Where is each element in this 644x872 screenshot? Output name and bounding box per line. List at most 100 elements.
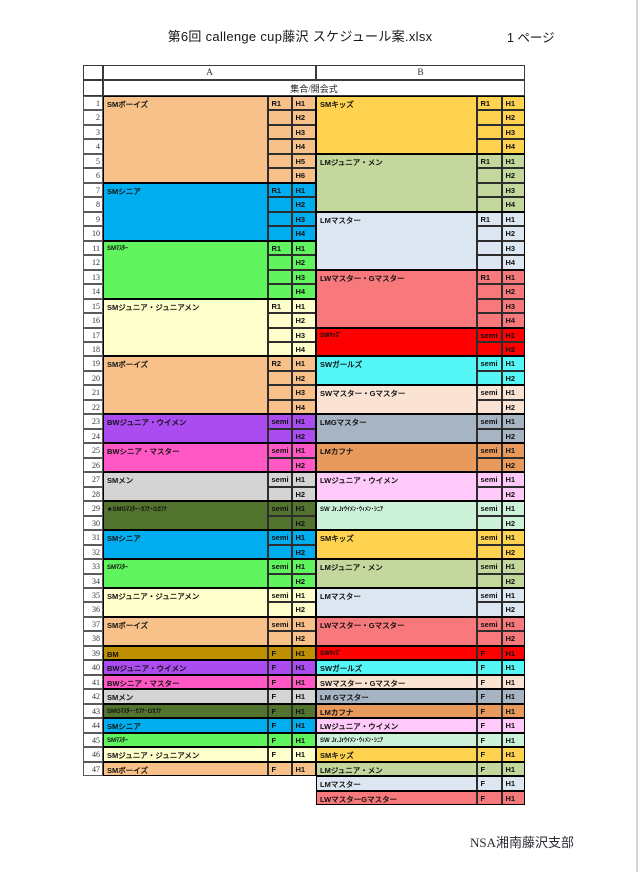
row-number-cell: 2 [83,110,103,125]
round-cell [268,457,292,473]
heat-cell: H1 [502,790,525,806]
row-number-cell: 35 [83,587,103,603]
round-cell [477,486,502,502]
row-number-cell: 12 [83,255,103,270]
heat-cell: H1 [292,660,316,675]
category-cell: SMシニア [103,530,268,560]
round-cell [268,370,292,386]
heat-cell: H2 [292,573,316,588]
category-cell: SMﾏｽﾀｰ [103,240,268,299]
heat-cell: H4 [292,226,316,241]
category-cell: LMカフナ [316,443,477,473]
round-cell: F [268,761,292,777]
round-cell [268,385,292,400]
row-number-cell: 43 [83,703,103,719]
heat-cell: H1 [502,472,525,487]
row-number-cell: 38 [83,631,103,646]
row-number-cell: 7 [83,182,103,198]
round-cell [477,457,502,473]
heat-cell: H2 [292,515,316,531]
heat-cell: H1 [292,501,316,516]
heat-cell: H2 [502,544,525,560]
category-cell: LMマスター [316,211,477,270]
round-cell: R1 [477,269,502,285]
round-cell: semi [477,414,502,429]
row-number-cell: 47 [83,761,103,777]
round-cell: semi [268,616,292,632]
heat-cell: H3 [292,327,316,342]
heat-cell: H6 [292,168,316,183]
heat-cell: H1 [292,240,316,256]
heat-cell: H2 [502,110,525,125]
heat-cell: H1 [292,689,316,704]
heat-cell: H1 [502,530,525,545]
round-cell [268,602,292,617]
category-cell: SWガールズ [316,660,477,675]
round-cell [268,486,292,502]
round-cell: semi [268,443,292,458]
row-number-cell: 46 [83,747,103,762]
heat-cell: H4 [292,284,316,299]
heat-cell: H4 [502,313,525,328]
heat-cell: H1 [292,732,316,748]
round-cell: F [477,718,502,733]
round-cell: semi [477,327,502,342]
heat-cell: H4 [502,197,525,212]
row-number-cell: 28 [83,486,103,502]
round-cell [268,313,292,328]
round-cell [477,515,502,531]
row-number-cell: 1 [83,96,103,111]
row-number-cell: 11 [83,240,103,256]
heat-cell: H1 [502,96,525,111]
category-cell: LMマスター [316,587,477,617]
banner-row-number-cell [83,79,103,96]
heat-cell: H1 [502,616,525,632]
heat-cell: H2 [292,370,316,386]
round-cell [268,124,292,140]
heat-cell: H1 [502,776,525,791]
round-cell [477,428,502,444]
category-cell: LMジュニア・メン [316,153,477,212]
row-number-cell: 13 [83,269,103,285]
row-number-cell: 5 [83,153,103,169]
round-cell [268,153,292,169]
heat-cell: H1 [292,414,316,429]
heat-cell: H2 [292,631,316,646]
round-cell: R1 [268,298,292,314]
heat-cell: H3 [502,124,525,140]
category-cell: SMキッズ [316,96,477,154]
row-number-cell: 6 [83,168,103,183]
round-cell [477,544,502,560]
category-cell: SMボーイズ [103,616,268,646]
heat-cell: H1 [502,645,525,661]
heat-cell: H1 [292,587,316,603]
row-number-cell: 25 [83,443,103,458]
round-cell: F [477,660,502,675]
round-cell: F [268,645,292,661]
round-cell: semi [477,530,502,545]
row-number-cell: 4 [83,139,103,154]
heat-cell: H2 [292,313,316,328]
round-cell [268,399,292,415]
heat-cell: H1 [502,211,525,227]
round-cell: semi [268,587,292,603]
category-cell: ★SMGﾏｽﾀｰ･ｶﾌﾅ･Gｶﾌﾅ [103,501,268,531]
round-cell: semi [477,501,502,516]
heat-cell: H2 [502,602,525,617]
heat-cell: H1 [502,660,525,675]
category-cell: SMﾏｽﾀｰ [103,559,268,588]
heat-cell: H1 [502,747,525,762]
round-cell [477,313,502,328]
row-number-cell: 32 [83,544,103,560]
row-number-cell: 36 [83,602,103,617]
round-cell: semi [268,559,292,574]
heat-cell: H2 [292,457,316,473]
round-cell: F [477,776,502,791]
column-header-b: B [316,65,525,80]
row-number-cell: 21 [83,385,103,400]
column-header-a: A [103,65,316,80]
round-cell [477,168,502,183]
heat-cell: H1 [502,356,525,371]
